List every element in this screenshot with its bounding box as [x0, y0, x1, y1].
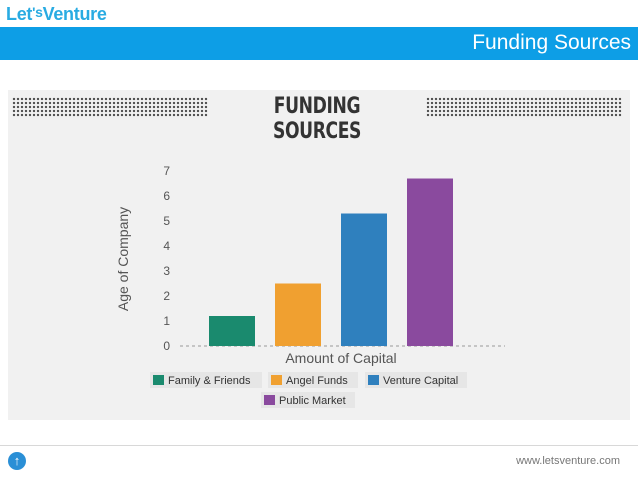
decorative-hatch-right — [426, 97, 622, 117]
legend-entry-background — [365, 372, 467, 388]
legend-label: Public Market — [279, 395, 346, 407]
bar-family-friends — [209, 316, 255, 346]
legend-swatch — [264, 395, 275, 405]
chart-panel — [8, 90, 630, 420]
x-axis-label: Amount of Capital — [285, 350, 396, 366]
bar-public-market — [407, 178, 453, 346]
logo-text-let: Let — [6, 4, 33, 24]
chart-title: FUNDING SOURCES — [272, 94, 362, 144]
decorative-hatch-left — [12, 97, 208, 117]
legend-swatch — [271, 375, 282, 385]
legend-entry-background — [150, 372, 262, 388]
y-tick-label: 3 — [163, 264, 170, 278]
slide-title: Funding Sources — [472, 31, 631, 54]
logo-text-venture: Venture — [42, 4, 107, 24]
legend-label: Venture Capital — [383, 375, 458, 387]
slide-title-bar: Funding Sources — [0, 27, 638, 60]
bar-venture-capital — [341, 213, 387, 346]
y-tick-label: 5 — [163, 214, 170, 228]
legend-label: Family & Friends — [168, 375, 251, 387]
legend-entry: Public Market — [261, 392, 355, 408]
y-tick-label: 7 — [163, 164, 170, 178]
y-tick-label: 4 — [163, 239, 170, 253]
legend-entry-background — [268, 372, 358, 388]
legend-swatch — [153, 375, 164, 385]
legend-entry: Venture Capital — [365, 372, 467, 388]
footer-url[interactable]: www.letsventure.com — [516, 455, 620, 467]
legend-entry: Angel Funds — [268, 372, 358, 388]
y-tick-label: 6 — [163, 189, 170, 203]
legend-entry: Family & Friends — [150, 372, 262, 388]
y-tick-label: 1 — [163, 314, 170, 328]
y-tick-label: 0 — [163, 339, 170, 353]
footer-divider — [0, 445, 638, 446]
legend-swatch — [368, 375, 379, 385]
y-axis-label: Age of Company — [115, 207, 131, 311]
logo-text-s: 's — [32, 4, 43, 20]
bar-angel-funds — [275, 283, 321, 346]
scroll-up-icon[interactable]: ↑ — [8, 452, 26, 470]
y-tick-label: 2 — [163, 289, 170, 303]
legend-label: Angel Funds — [286, 375, 348, 387]
legend-entry-background — [261, 392, 355, 408]
letsventure-logo: Let'sVenture — [6, 4, 107, 25]
